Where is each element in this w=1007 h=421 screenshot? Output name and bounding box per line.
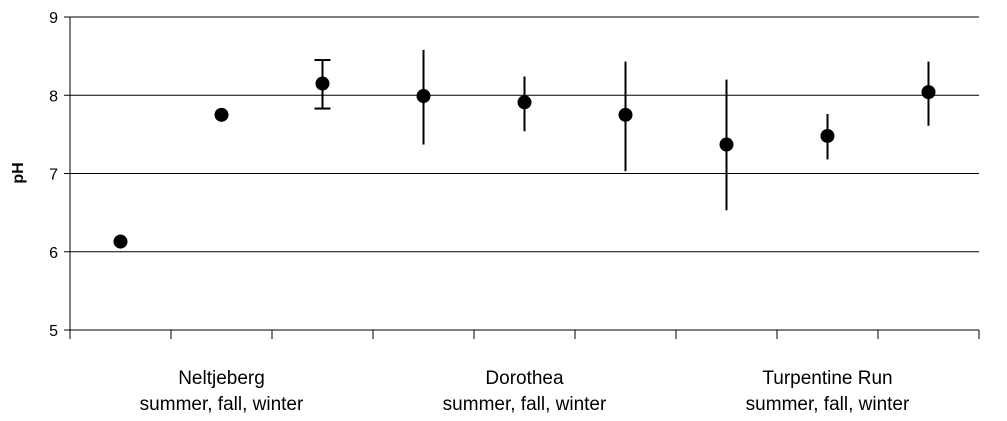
data-point [820,128,835,143]
category-label: Turpentine Run [762,368,892,389]
y-tick-label: 5 [49,323,58,340]
y-tick-label: 9 [49,10,58,27]
error-bars [119,49,930,248]
data-points [113,76,936,249]
data-point [719,137,734,152]
category-labels: Neltjeberg summer, fall, winter Dorothea su… [140,368,910,415]
data-point [315,76,330,91]
data-point [416,89,431,104]
y-tick-label: 8 [49,88,58,105]
x-axis-ticks [69,330,980,339]
data-point [113,234,128,249]
category-label: Dorothea [485,368,564,389]
data-point [214,107,229,122]
category-sublabel: summer, fall, winter [443,394,607,415]
y-tick-label: 6 [49,245,58,262]
data-point [618,107,633,122]
y-axis-title: pH [10,162,27,183]
y-tick-label: 7 [49,167,58,184]
category-label: Neltjeberg [178,368,265,389]
gridlines [70,16,979,253]
y-axis-ticks: 5 6 7 8 9 [49,10,70,340]
data-point [517,95,532,110]
data-point [921,85,936,100]
category-sublabel: summer, fall, winter [140,394,304,415]
category-sublabel: summer, fall, winter [746,394,910,415]
